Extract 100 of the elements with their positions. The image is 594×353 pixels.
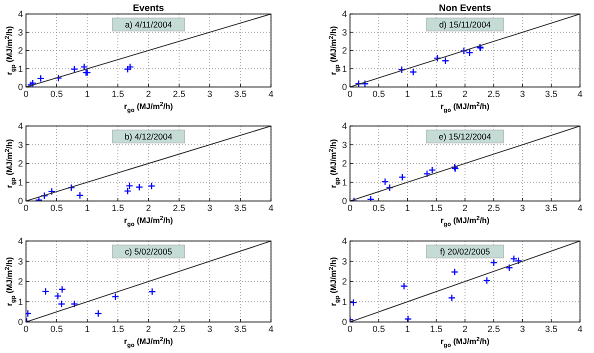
point bbox=[94, 310, 102, 318]
y-tick-label: 3 bbox=[342, 27, 347, 38]
point bbox=[126, 182, 134, 190]
x-tick-label: 1 bbox=[404, 89, 410, 99]
x-tick-label: 2 bbox=[146, 324, 152, 334]
point bbox=[361, 80, 369, 87]
point bbox=[68, 184, 76, 192]
point bbox=[148, 288, 156, 296]
x-tick-label: 3.5 bbox=[234, 203, 247, 213]
point bbox=[136, 183, 144, 191]
x-axis-title: r$_{go}$ (MJ/m$^{2}$/h) bbox=[440, 336, 490, 349]
point bbox=[398, 173, 406, 181]
x-tick-label: 3.5 bbox=[234, 89, 247, 99]
point bbox=[28, 79, 37, 87]
point bbox=[483, 276, 491, 284]
y-tick-label: 4 bbox=[18, 9, 23, 19]
x-tick-label: 2.5 bbox=[487, 89, 500, 99]
x-tick-label: 2.5 bbox=[172, 203, 186, 213]
x-tick-label: 3.5 bbox=[544, 324, 558, 334]
point bbox=[505, 264, 514, 272]
y-tick-label: 0 bbox=[18, 82, 23, 92]
x-tick-label: 2 bbox=[462, 324, 468, 334]
x-tick-label: 0.5 bbox=[50, 324, 63, 334]
y-tick-label: 4 bbox=[342, 121, 347, 131]
y-tick-label: 0 bbox=[18, 317, 23, 327]
point bbox=[423, 170, 431, 178]
x-tick-label: 3.5 bbox=[234, 324, 247, 334]
point bbox=[404, 315, 412, 322]
y-tick-label: 3 bbox=[18, 27, 23, 38]
point bbox=[350, 298, 358, 306]
x-tick-label: 3 bbox=[520, 89, 526, 99]
point bbox=[148, 182, 156, 190]
y-tick-label: 4 bbox=[18, 236, 23, 246]
chart-title: Non Events bbox=[438, 3, 492, 14]
point bbox=[442, 56, 450, 65]
x-tick-label: 1.5 bbox=[430, 203, 443, 213]
x-axis-title: r$_{go}$ (MJ/m$^{2}$/h) bbox=[440, 215, 490, 228]
y-tick-label: 1 bbox=[18, 64, 23, 74]
annotation: b) 4/12/2004 bbox=[124, 132, 173, 142]
annotation: f) 20/02/2005 bbox=[440, 246, 490, 256]
x-tick-label: 3 bbox=[520, 324, 526, 334]
y-tick-label: 1 bbox=[342, 296, 347, 307]
point bbox=[112, 292, 120, 300]
point bbox=[54, 74, 62, 82]
x-tick-label: 0.5 bbox=[50, 89, 63, 99]
annotation: c) 5/02/2005 bbox=[124, 246, 172, 256]
point bbox=[450, 268, 458, 276]
y-tick-label: 0 bbox=[342, 196, 347, 206]
point bbox=[400, 282, 408, 290]
x-tick-label: 3 bbox=[520, 203, 526, 213]
y-tick-label: 2 bbox=[18, 46, 23, 56]
x-tick-label: 4 bbox=[577, 203, 583, 213]
x-tick-label: 1.5 bbox=[112, 89, 124, 99]
x-tick-label: 1 bbox=[84, 89, 90, 99]
annotation: e) 15/12/2004 bbox=[438, 132, 492, 142]
point bbox=[126, 63, 134, 71]
y-tick-label: 0 bbox=[342, 317, 347, 327]
annotation: d) 15/11/2004 bbox=[439, 20, 492, 30]
y-tick-label: 2 bbox=[18, 276, 23, 286]
y-tick-label: 3 bbox=[342, 140, 347, 150]
x-tick-label: 0.5 bbox=[372, 203, 386, 213]
point bbox=[54, 292, 62, 300]
point bbox=[42, 288, 50, 296]
x-tick-label: 3 bbox=[207, 324, 212, 334]
x-tick-label: 1 bbox=[84, 324, 90, 334]
x-tick-label: 4 bbox=[268, 324, 274, 334]
x-tick-label: 1 bbox=[84, 203, 90, 213]
x-tick-label: 2 bbox=[146, 203, 152, 213]
point bbox=[36, 74, 44, 82]
x-tick-label: 1.5 bbox=[112, 203, 124, 213]
x-tick-label: 2 bbox=[462, 203, 468, 213]
x-tick-label: 0.5 bbox=[50, 203, 63, 213]
point bbox=[76, 192, 84, 200]
point bbox=[428, 166, 436, 174]
x-tick-label: 2.5 bbox=[172, 89, 186, 99]
y-tick-label: 2 bbox=[342, 158, 347, 168]
x-tick-label: 2.5 bbox=[487, 324, 500, 334]
y-tick-label: 0 bbox=[342, 82, 347, 92]
x-tick-label: 2.5 bbox=[172, 324, 186, 334]
x-tick-label: 1.5 bbox=[430, 324, 443, 334]
y-tick-label: 1 bbox=[18, 177, 23, 188]
point bbox=[354, 80, 362, 87]
y-tick-label: 1 bbox=[18, 296, 23, 307]
y-tick-label: 0 bbox=[18, 196, 23, 206]
point bbox=[124, 187, 132, 195]
point bbox=[70, 300, 78, 308]
x-tick-label: 2 bbox=[462, 89, 468, 99]
y-tick-label: 1 bbox=[342, 64, 347, 74]
x-axis-title: r$_{go}$ (MJ/m$^{2}$/h) bbox=[440, 101, 490, 114]
x-tick-label: 3.5 bbox=[544, 203, 558, 213]
x-axis-title: r$_{go}$ (MJ/m$^{2}$/h) bbox=[124, 336, 174, 349]
point bbox=[434, 54, 442, 62]
point bbox=[490, 258, 498, 266]
x-tick-label: 3.5 bbox=[544, 89, 558, 99]
y-tick-label: 3 bbox=[18, 256, 23, 266]
x-tick-label: 4 bbox=[268, 89, 274, 99]
point bbox=[70, 65, 78, 73]
y-tick-label: 2 bbox=[18, 158, 23, 168]
x-tick-label: 1 bbox=[404, 324, 410, 334]
point bbox=[27, 81, 35, 87]
